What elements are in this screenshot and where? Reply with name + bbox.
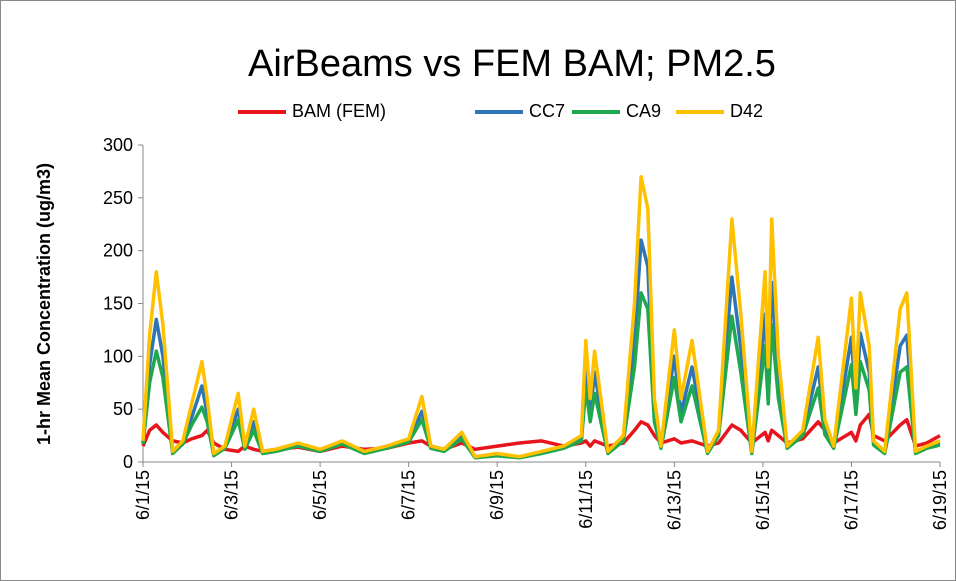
x-tick-label: 6/7/15 [399,470,419,520]
y-tick-label: 200 [103,241,133,261]
x-tick-label: 6/9/15 [487,470,507,520]
y-axis-label: 1-hr Mean Concentration (ug/m3) [34,163,54,445]
chart-title: AirBeams vs FEM BAM; PM2.5 [248,43,776,85]
legend-text: D42 [730,101,763,121]
x-tick-label: 6/13/15 [664,470,684,530]
series-line [141,174,941,459]
x-tick-label: 6/15/15 [753,470,773,530]
x-tick-label: 6/11/15 [576,470,596,529]
x-tick-label: 6/3/15 [222,470,242,520]
y-tick-label: 50 [113,399,133,419]
x-tick-label: 6/17/15 [841,470,861,530]
series-line [141,291,941,460]
x-tick-label: 6/5/15 [310,470,330,520]
legend-text: CC7 [529,101,565,121]
y-tick-label: 250 [103,188,133,208]
x-tick-label: 6/1/15 [133,470,153,520]
x-tick-label: 6/19/15 [930,470,950,530]
y-tick-label: 0 [123,452,133,472]
legend-text: CA9 [626,101,661,121]
legend-text: BAM (FEM) [292,101,386,121]
y-tick-label: 300 [103,135,133,155]
y-tick-label: 150 [103,294,133,314]
y-tick-label: 100 [103,346,133,366]
